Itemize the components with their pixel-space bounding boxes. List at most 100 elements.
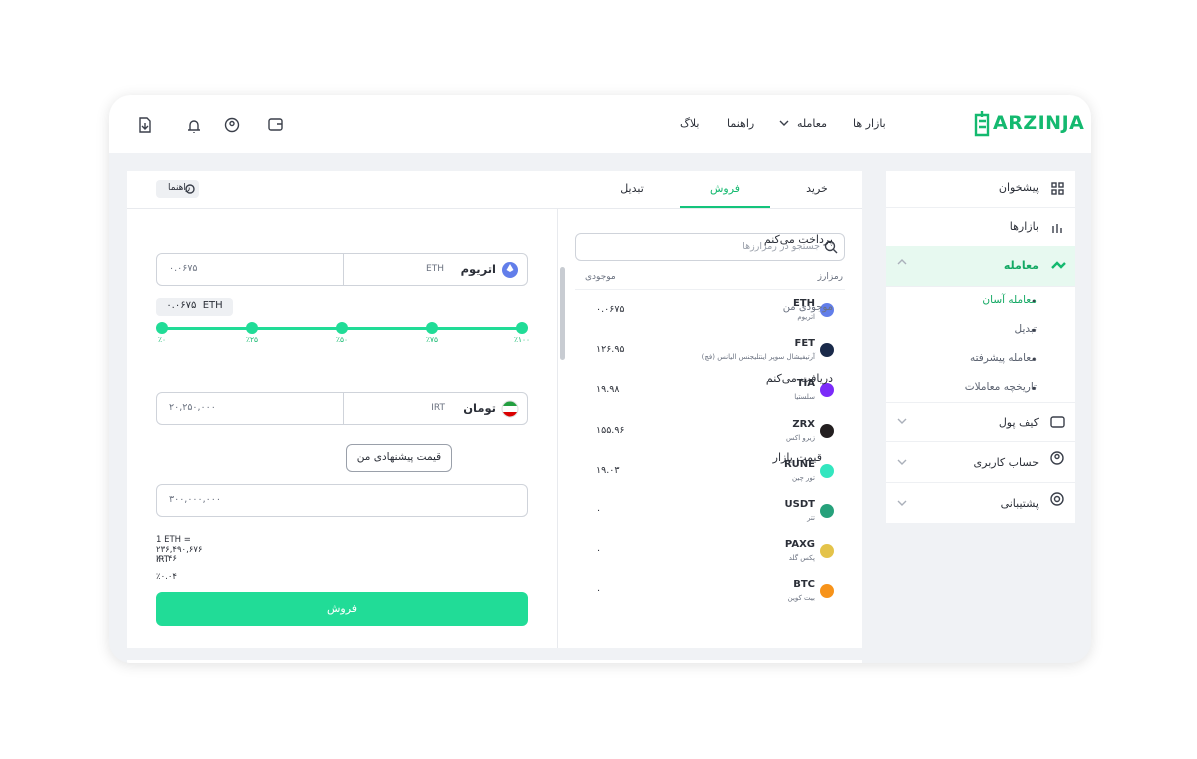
coin-balance: ۰ — [596, 585, 602, 597]
coin-row[interactable]: FET آرتیفیشال سوپر اینتلیجنس الیانس (فچ) ۱… — [558, 330, 862, 370]
tab[interactable]: تبدیل — [620, 182, 644, 195]
column-header: موجودی — [585, 272, 616, 282]
coin-symbol: ZRX — [792, 418, 815, 430]
coin-name: زیرو اکس — [786, 433, 815, 442]
coin-name: پکس گلد — [788, 554, 815, 563]
nav-link[interactable]: راهنما — [727, 117, 755, 130]
coin-balance: ۰ — [596, 505, 602, 516]
sidebar-subitem[interactable]: تبدیل — [1014, 323, 1037, 335]
coin-row[interactable]: TIA سلستیا ۱۹.۹۸ — [558, 370, 862, 410]
sidebar-item[interactable]: کیف پول — [886, 402, 1075, 442]
info-value: ٪۰.۴۶ — [156, 553, 177, 564]
coin-balance: ۰ — [596, 545, 602, 557]
sidebar-subitem[interactable]: معامله پیشرفته — [969, 352, 1037, 364]
coin-icon — [820, 504, 834, 518]
coin-icon — [820, 423, 834, 438]
slider-dot[interactable] — [516, 322, 528, 334]
sidebar-icons — [897, 182, 1066, 506]
coin-name: تتر — [807, 514, 815, 522]
coin-balance: ۱۲۶.۹۵ — [596, 344, 625, 356]
slider-label: ٪۷۵ — [425, 335, 439, 344]
coin-symbol: BTC — [793, 579, 815, 591]
coin-name: تور چین — [792, 473, 815, 482]
tab[interactable]: خرید — [806, 182, 828, 195]
coin-name: آرتیفیشال سوپر اینتلیجنس الیانس (فچ) — [701, 353, 815, 362]
coin-balance: ۰.۰۶۷۵ — [596, 304, 625, 315]
scrollbar[interactable] — [560, 267, 565, 360]
nav-link[interactable]: بلاگ — [680, 117, 700, 130]
coin-icon — [820, 584, 834, 599]
price-input[interactable]: ۳۰۰,۰۰۰,۰۰۰ — [156, 484, 528, 517]
coin-row[interactable]: RUNE تور چین ۱۹.۰۳ — [558, 451, 862, 491]
sidebar-item[interactable]: پشتیبانی — [1000, 497, 1039, 510]
search-icon — [824, 240, 838, 254]
coin-row[interactable]: PAXG پکس گلد ۰ — [558, 531, 862, 571]
coin-symbol: RUNE — [783, 458, 815, 470]
divider — [127, 208, 862, 209]
slider-dot[interactable] — [426, 322, 438, 334]
slider-dot[interactable] — [246, 322, 258, 334]
divider — [557, 209, 558, 648]
nav-link[interactable]: معامله — [797, 117, 827, 130]
panel-edge — [127, 660, 862, 663]
coin-balance: ۱۵۵.۹۶ — [596, 424, 625, 436]
coin-balance: ۱۹.۹۸ — [596, 384, 620, 396]
balance-pill[interactable]: ۰.۰۶۷۵ ETH — [156, 298, 233, 316]
tab-active[interactable]: فروش — [709, 182, 741, 195]
logo-text[interactable]: ARZINJA — [993, 112, 1085, 134]
slider-dot[interactable] — [156, 322, 168, 334]
slider-label: ٪۱۰۰ — [513, 335, 531, 344]
receive-label: دریافت می‌کنم — [765, 372, 833, 385]
flag-icon — [501, 400, 519, 418]
coin-name: بیت کوین — [787, 594, 815, 603]
slider-label: ٪۰ — [157, 335, 167, 344]
slider-label: ٪۵۰ — [335, 335, 349, 344]
coin-icon — [820, 383, 834, 398]
column-header: رمزارز — [817, 272, 843, 282]
coin-row[interactable]: USDT تتر ۰ — [558, 491, 862, 531]
receive-input[interactable]: ۲۰,۲۵۰,۰۰۰ تومان IRT — [156, 392, 528, 425]
coin-row[interactable]: BTC بیت کوین ۰ — [558, 571, 862, 611]
submit-button[interactable]: فروش — [156, 592, 528, 626]
trade-panel: خرید فروش تبدیل راهنما جستجو در رمزارزها… — [127, 171, 862, 648]
coin-row[interactable]: ZRX زیرو اکس ۱۵۵.۹۶ — [558, 411, 862, 451]
coin-icon — [820, 463, 834, 478]
search-box[interactable]: جستجو در رمزارزها — [575, 233, 845, 261]
info-icon — [185, 184, 195, 194]
logo-icon — [974, 111, 990, 137]
balance-label: موجودی من — [782, 302, 833, 313]
coin-symbol: USDT — [784, 499, 815, 510]
sidebar-item[interactable]: حساب کاربری — [886, 443, 1075, 483]
price-option[interactable]: قیمت بازار — [772, 451, 822, 464]
nav-link[interactable]: بازار ها — [853, 117, 886, 130]
info-value: ٪۰.۰۴ — [156, 572, 177, 582]
sidebar-item[interactable]: پیشخوان — [886, 168, 1075, 208]
slider-dot[interactable] — [336, 322, 348, 334]
help-button[interactable]: راهنما — [156, 180, 199, 198]
coin-icon — [820, 343, 834, 358]
info-value: 1 ETH = ۲۳۶,۴۹۰,۶۷۶ IRT — [156, 535, 203, 565]
pay-input[interactable]: ۰.۰۶۷۵ اتریوم ETH — [156, 253, 528, 286]
sidebar-subitem[interactable]: تاریخچه معاملات — [964, 381, 1037, 393]
coin-name: اتریوم — [797, 313, 815, 321]
coin-icon — [820, 544, 834, 559]
sidebar-subitem[interactable]: معامله آسان — [982, 294, 1037, 306]
pay-label: پرداخت می‌کنم — [763, 233, 833, 246]
app-window: ARZINJA بازار ها معامله راهنما بلاگ پیشخ… — [109, 95, 1091, 663]
header-icons[interactable] — [136, 115, 296, 135]
coin-icon — [502, 262, 518, 278]
header: ARZINJA بازار ها معامله راهنما بلاگ — [109, 95, 1091, 153]
coin-symbol: TIA — [796, 378, 815, 390]
coin-name: سلستیا — [794, 393, 815, 402]
coin-symbol: PAXG — [784, 539, 815, 551]
coin-symbol: ETH — [792, 298, 815, 309]
coin-symbol: FET — [794, 338, 815, 350]
sidebar: پیشخوان بازارها معامله معامله آسان تبدیل… — [886, 171, 1075, 523]
slider-label: ٪۲۵ — [245, 335, 259, 344]
price-option-selected[interactable]: قیمت پیشنهادی من — [346, 444, 452, 472]
sidebar-item-active[interactable]: معامله — [886, 246, 1075, 287]
coin-row[interactable]: ETH اتریوم ۰.۰۶۷۵ — [558, 290, 862, 330]
tab-underline — [680, 206, 770, 208]
